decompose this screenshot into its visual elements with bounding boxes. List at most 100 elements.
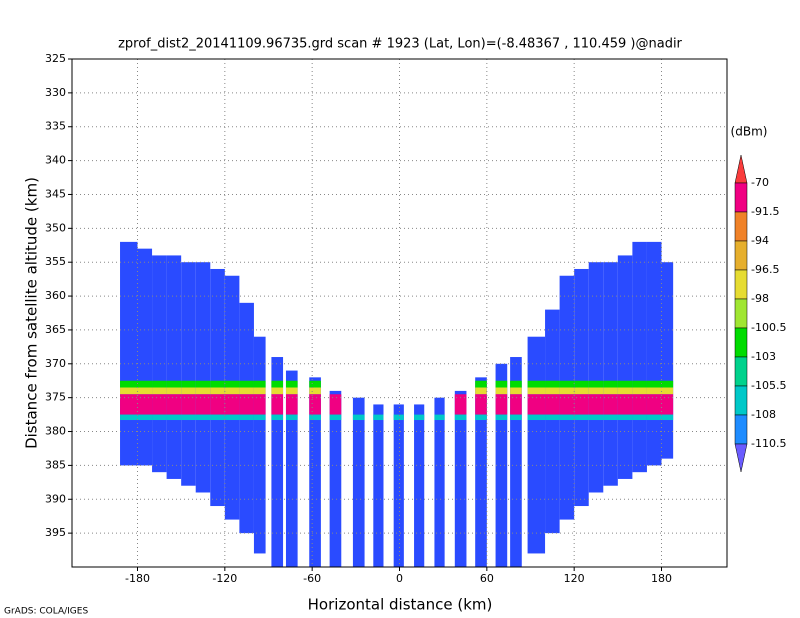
layer-segment	[495, 414, 508, 421]
field-column	[434, 397, 445, 567]
layer-segment	[574, 380, 589, 388]
colorbar-label: -96.5	[751, 263, 779, 276]
layer-segment	[632, 414, 647, 421]
layer-segment	[559, 380, 575, 388]
layer-segment	[646, 414, 662, 421]
layer-segment	[210, 394, 225, 415]
y-tick-label: 365	[45, 323, 66, 336]
y-axis-label: Distance from satellite altitude (km)	[23, 177, 41, 449]
y-tick-label: 360	[45, 289, 66, 302]
layer-segment	[329, 394, 342, 415]
field-column	[373, 404, 384, 567]
field-column	[181, 262, 196, 486]
layer-segment	[661, 414, 674, 421]
field-column	[309, 377, 321, 567]
layer-segment	[309, 414, 321, 421]
layer-segment	[329, 414, 342, 421]
field-column	[166, 255, 182, 479]
layer-segment	[224, 414, 240, 421]
layer-segment	[661, 387, 674, 395]
field-column	[454, 390, 467, 567]
layer-segment	[224, 380, 240, 388]
layer-segment	[510, 414, 522, 421]
field-column	[414, 404, 425, 567]
layer-segment	[120, 380, 138, 388]
layer-segment	[574, 394, 589, 415]
layer-segment	[475, 387, 487, 395]
field-column	[195, 262, 211, 493]
layer-segment	[271, 387, 284, 395]
field-column	[527, 336, 546, 554]
field-column	[632, 241, 647, 473]
layer-segment	[646, 394, 662, 415]
layer-segment	[588, 380, 604, 388]
layer-segment	[617, 394, 633, 415]
field-column	[588, 262, 604, 493]
layer-segment	[239, 380, 254, 388]
field-column	[646, 241, 662, 466]
plot-frame	[71, 58, 728, 568]
layer-segment	[120, 414, 138, 421]
y-tick-label: 395	[45, 526, 66, 539]
layer-segment	[510, 394, 522, 415]
layer-segment	[152, 394, 167, 415]
layer-segment	[454, 414, 467, 421]
layer-segment	[646, 387, 662, 395]
layer-segment	[253, 394, 266, 415]
field-column	[137, 248, 153, 466]
layer-segment	[603, 414, 618, 421]
layer-segment	[137, 380, 153, 388]
chart-title: zprof_dist2_20141109.96735.grd scan # 19…	[118, 37, 682, 52]
layer-segment	[195, 394, 211, 415]
layer-segment	[166, 414, 182, 421]
layer-segment	[545, 380, 560, 388]
field-column	[603, 262, 618, 486]
layer-segment	[120, 387, 138, 395]
y-tick-label: 350	[45, 221, 66, 234]
layer-segment	[271, 380, 284, 388]
layer-segment	[285, 394, 298, 415]
colorbar-segment	[734, 356, 748, 387]
field-column	[352, 397, 365, 567]
y-tick-label: 325	[45, 52, 66, 65]
layer-segment	[181, 387, 196, 395]
layer-segment	[152, 380, 167, 388]
layer-segment	[166, 387, 182, 395]
y-tick-label: 380	[45, 425, 66, 438]
layer-segment	[617, 387, 633, 395]
layer-segment	[603, 394, 618, 415]
field-column	[285, 370, 298, 567]
layer-segment	[210, 414, 225, 421]
layer-segment	[661, 380, 674, 388]
layer-segment	[195, 387, 211, 395]
y-tick-label: 375	[45, 391, 66, 404]
layer-segment	[271, 394, 284, 415]
colorbar-label: -98	[751, 292, 769, 305]
layer-segment	[527, 414, 546, 421]
y-tick-label: 345	[45, 187, 66, 200]
layer-segment	[253, 414, 266, 421]
layer-segment	[239, 414, 254, 421]
layer-segment	[253, 380, 266, 388]
field-column	[253, 336, 266, 554]
layer-segment	[495, 380, 508, 388]
field-column	[475, 377, 487, 567]
colorbar-segment	[734, 269, 748, 300]
layer-segment	[495, 387, 508, 395]
y-tick-label: 330	[45, 86, 66, 99]
layer-segment	[475, 380, 487, 388]
layer-segment	[588, 414, 604, 421]
layer-segment	[545, 414, 560, 421]
colorbar-label: -103	[751, 350, 776, 363]
layer-segment	[588, 394, 604, 415]
colorbar-label: -100.5	[751, 321, 786, 334]
layer-segment	[195, 414, 211, 421]
layer-segment	[475, 414, 487, 421]
layer-segment	[510, 387, 522, 395]
layer-segment	[603, 380, 618, 388]
layer-segment	[632, 387, 647, 395]
layer-segment	[510, 380, 522, 388]
layer-segment	[137, 394, 153, 415]
colorbar-label: -70	[751, 176, 769, 189]
